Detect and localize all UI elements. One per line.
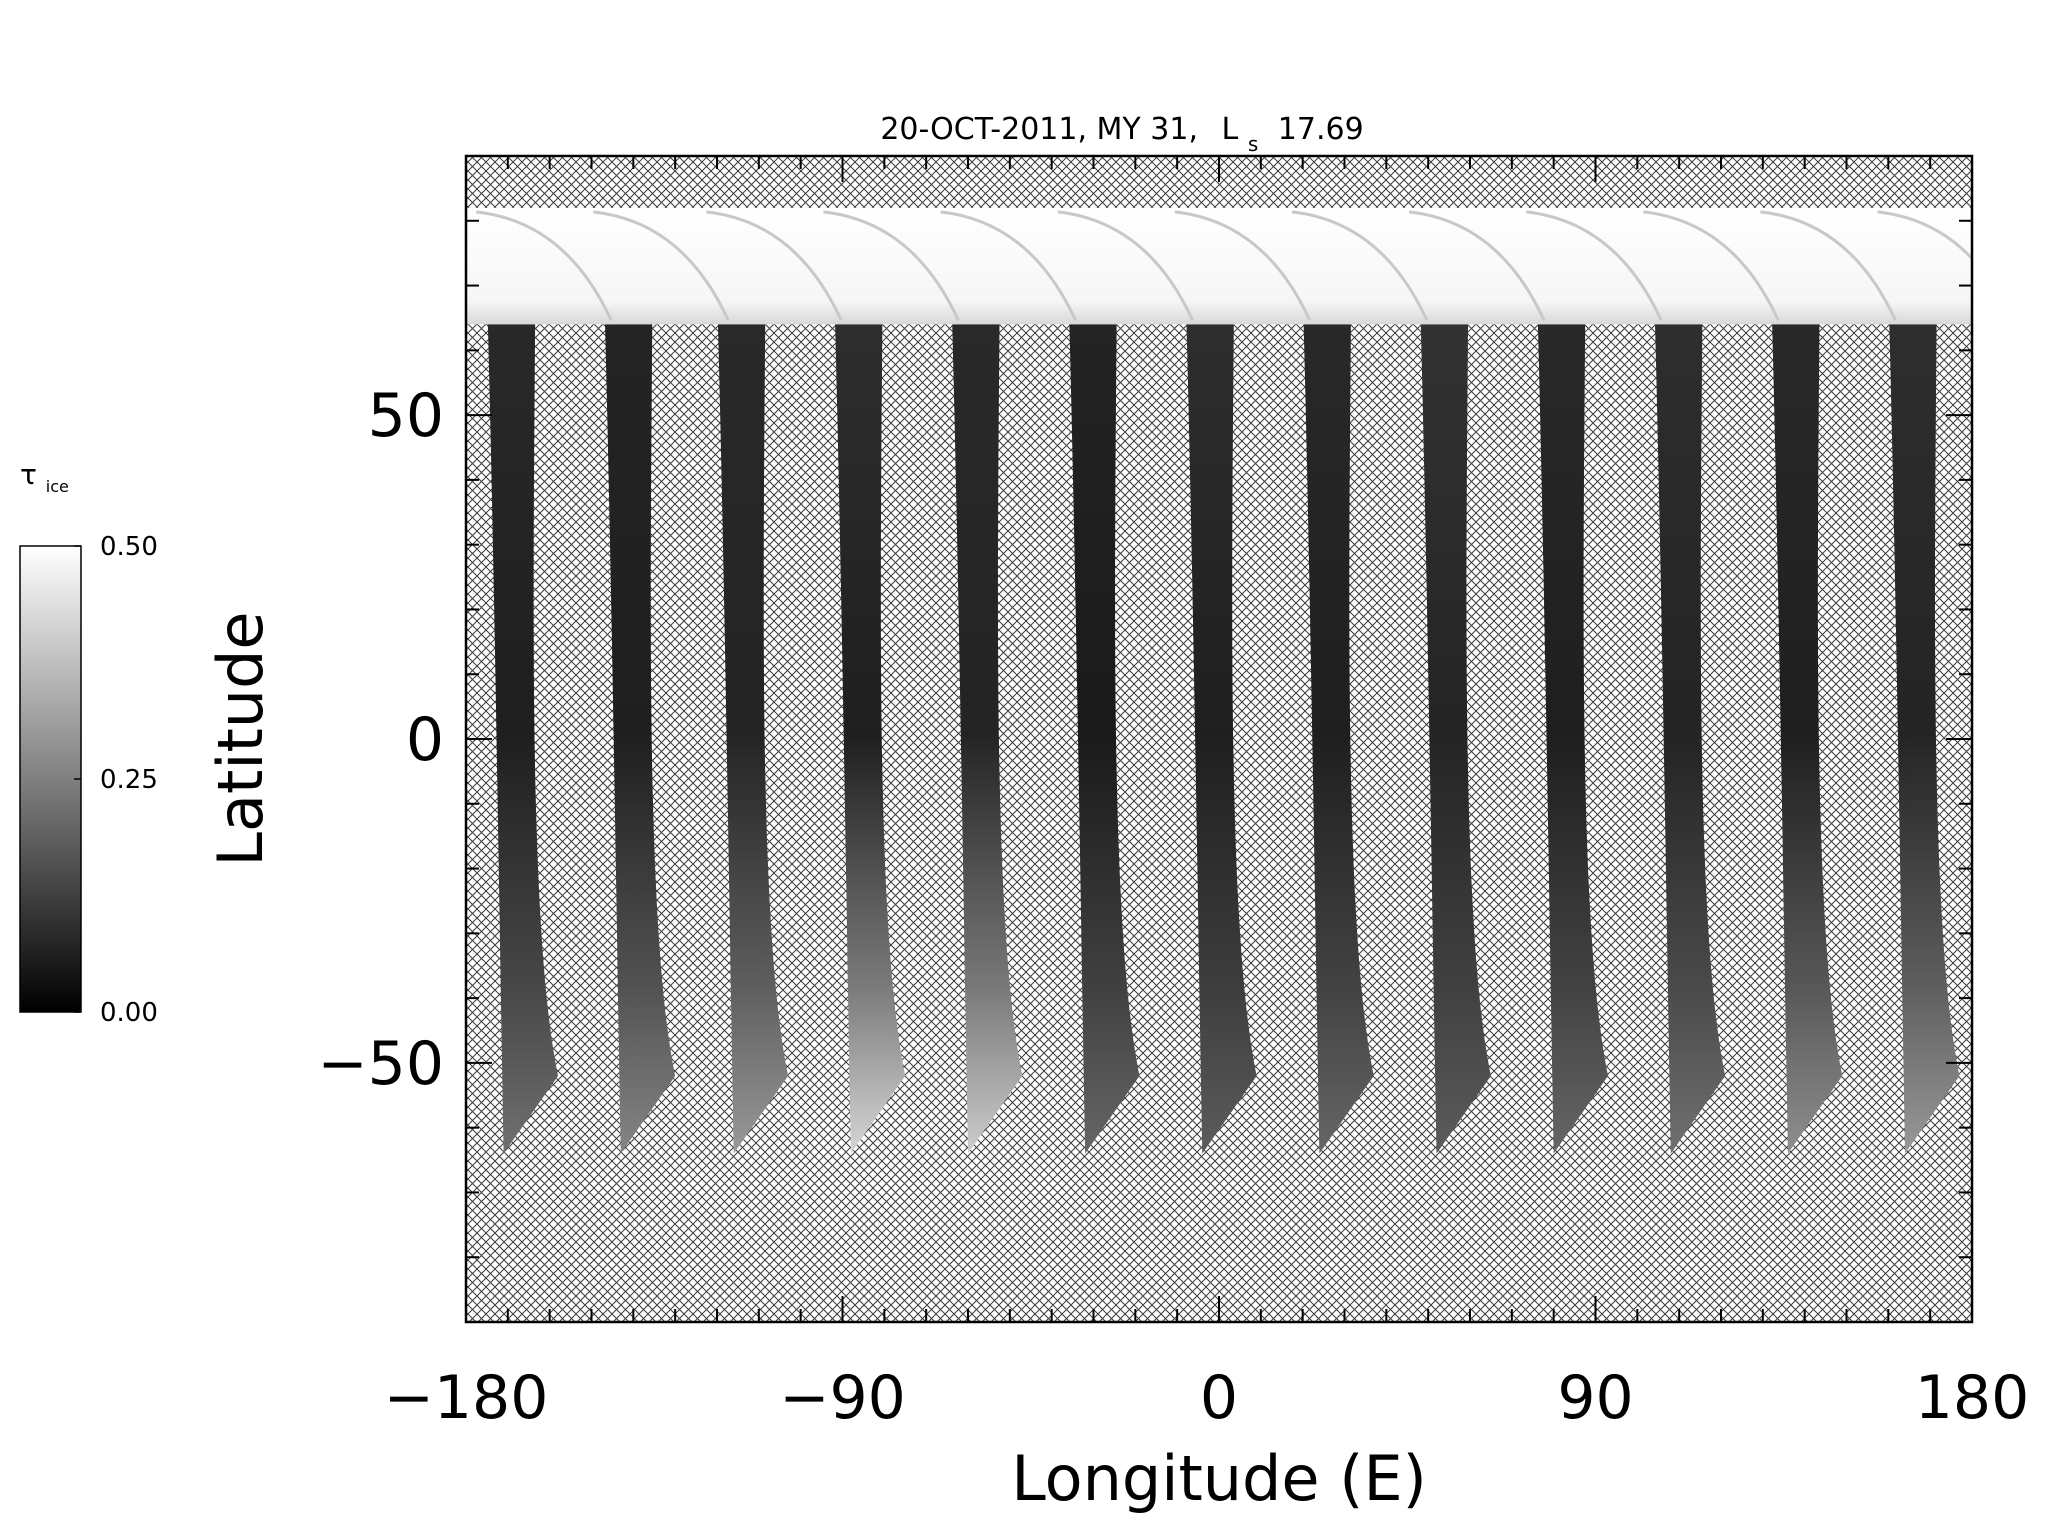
orbit-swath (487, 316, 559, 1154)
colorbar-gradient (19, 545, 82, 1013)
north-polar-cap-region (466, 207, 1972, 325)
colorbar-label-symbol: τ (20, 458, 37, 491)
orbit-swath (1654, 316, 1726, 1154)
x-tick-label: 90 (1557, 1363, 1633, 1433)
polar-cap-arcs (476, 210, 1972, 322)
y-tick-label: 0 (406, 705, 444, 775)
orbit-swath (1303, 316, 1374, 1154)
title-ls-symbol: L (1222, 112, 1239, 147)
cap-arc (1760, 210, 1897, 322)
x-axis-ticks (465, 156, 1973, 1322)
y-tick-label: 50 (368, 381, 444, 451)
y-tick-label: −50 (317, 1029, 444, 1099)
chart-title: 20-OCT-2011, MY 31, L s 17.69 (880, 112, 1363, 159)
orbit-swath (604, 316, 676, 1154)
cap-arc (1643, 210, 1780, 322)
x-tick-label: 180 (1915, 1363, 2030, 1433)
orbit-swath (1889, 316, 1960, 1154)
colorbar-tick-label: 0.00 (100, 998, 158, 1028)
orbit-swath (1069, 316, 1140, 1154)
colorbar-label-subscript: ice (46, 477, 69, 496)
orbit-swath (952, 316, 1023, 1154)
colorbar-ticks: 0.00 0.25 0.50 (74, 532, 158, 1028)
cap-arc (476, 210, 613, 322)
x-tick-label: −90 (779, 1363, 906, 1433)
x-axis-tick-labels: −180 −90 0 90 180 (384, 1363, 2030, 1433)
orbit-swath (1537, 316, 1609, 1154)
orbit-swath (1771, 316, 1843, 1154)
cap-arc (1291, 210, 1429, 322)
y-axis-tick-labels: −50 0 50 (317, 381, 444, 1099)
orbit-swaths (487, 316, 1960, 1154)
cap-arc (1174, 210, 1312, 322)
colorbar-tick-label: 0.50 (100, 532, 158, 562)
orbit-swath (717, 316, 789, 1154)
cap-arc (1057, 210, 1195, 322)
title-ls-value: 17.69 (1278, 112, 1364, 147)
x-axis-label: Longitude (E) (1011, 1442, 1427, 1515)
plot-area (466, 156, 1972, 1322)
orbit-swath (1186, 316, 1257, 1154)
orbit-swath (834, 316, 906, 1154)
cap-arc (1877, 210, 1972, 261)
title-date: 20-OCT-2011, MY 31, (880, 112, 1198, 147)
y-axis-ticks (466, 155, 1972, 1323)
cap-arc (1408, 210, 1546, 322)
cap-arc (823, 210, 960, 322)
title-ls-subscript: s (1248, 132, 1258, 156)
colorbar: τ ice 0.00 0.25 0.50 (19, 458, 158, 1028)
orbit-swath (1420, 316, 1491, 1154)
cap-arc (593, 210, 730, 322)
cap-arc (1526, 210, 1663, 322)
x-tick-label: −180 (384, 1363, 549, 1433)
y-axis-label: Latitude (204, 611, 277, 866)
x-tick-label: 0 (1200, 1363, 1238, 1433)
cap-arc (706, 210, 843, 322)
cap-arc (940, 210, 1077, 322)
colorbar-label: τ ice (20, 458, 69, 496)
colorbar-tick-label: 0.25 (100, 765, 158, 795)
